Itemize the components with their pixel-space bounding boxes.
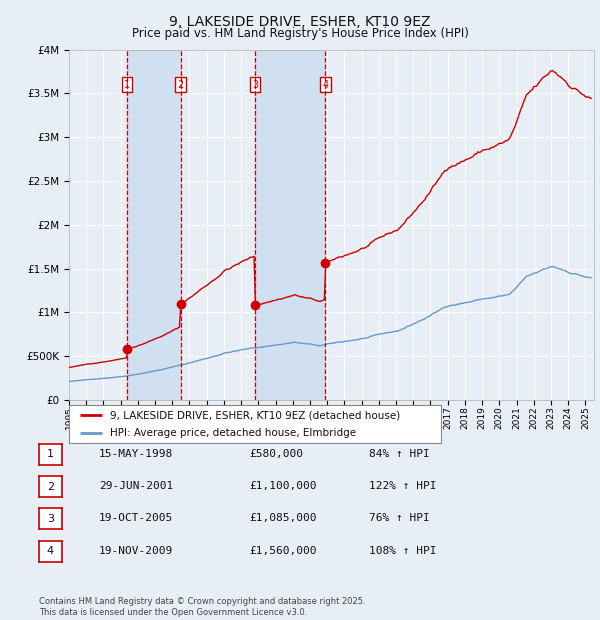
Text: Price paid vs. HM Land Registry's House Price Index (HPI): Price paid vs. HM Land Registry's House … bbox=[131, 27, 469, 40]
Text: 2: 2 bbox=[47, 482, 54, 492]
Text: £1,100,000: £1,100,000 bbox=[249, 481, 317, 491]
Bar bbox=[127, 50, 181, 400]
Text: £580,000: £580,000 bbox=[249, 449, 303, 459]
Text: 9, LAKESIDE DRIVE, ESHER, KT10 9EZ: 9, LAKESIDE DRIVE, ESHER, KT10 9EZ bbox=[169, 16, 431, 30]
Text: 2: 2 bbox=[178, 79, 184, 90]
Text: £1,560,000: £1,560,000 bbox=[249, 546, 317, 556]
Text: 19-OCT-2005: 19-OCT-2005 bbox=[99, 513, 173, 523]
Text: 3: 3 bbox=[252, 79, 258, 90]
Bar bbox=[255, 50, 325, 400]
Text: Contains HM Land Registry data © Crown copyright and database right 2025.
This d: Contains HM Land Registry data © Crown c… bbox=[39, 598, 365, 617]
Text: 4: 4 bbox=[322, 79, 328, 90]
Text: 3: 3 bbox=[47, 514, 54, 524]
Text: 1: 1 bbox=[47, 450, 54, 459]
Text: HPI: Average price, detached house, Elmbridge: HPI: Average price, detached house, Elmb… bbox=[110, 428, 356, 438]
Text: 84% ↑ HPI: 84% ↑ HPI bbox=[369, 449, 430, 459]
Text: 4: 4 bbox=[47, 546, 54, 556]
Text: 15-MAY-1998: 15-MAY-1998 bbox=[99, 449, 173, 459]
Text: £1,085,000: £1,085,000 bbox=[249, 513, 317, 523]
Text: 29-JUN-2001: 29-JUN-2001 bbox=[99, 481, 173, 491]
Text: 1: 1 bbox=[124, 79, 130, 90]
Text: 108% ↑ HPI: 108% ↑ HPI bbox=[369, 546, 437, 556]
Text: 19-NOV-2009: 19-NOV-2009 bbox=[99, 546, 173, 556]
Text: 9, LAKESIDE DRIVE, ESHER, KT10 9EZ (detached house): 9, LAKESIDE DRIVE, ESHER, KT10 9EZ (deta… bbox=[110, 410, 400, 420]
Text: 122% ↑ HPI: 122% ↑ HPI bbox=[369, 481, 437, 491]
Text: 76% ↑ HPI: 76% ↑ HPI bbox=[369, 513, 430, 523]
